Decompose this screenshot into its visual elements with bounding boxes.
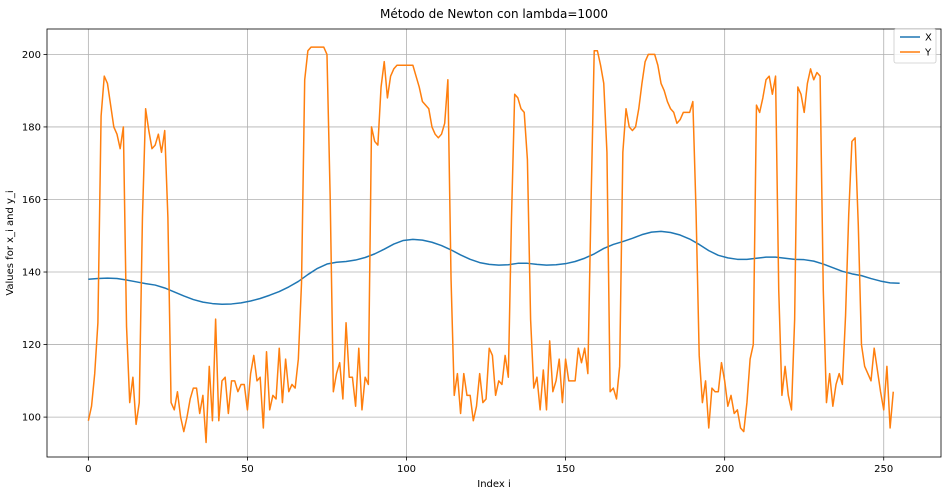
legend: X Y bbox=[893, 28, 937, 64]
y-tick-label: 100 bbox=[22, 413, 41, 424]
x-tick-label: 0 bbox=[85, 464, 91, 475]
legend-label-x: X bbox=[925, 33, 932, 44]
x-tick-label: 50 bbox=[241, 464, 254, 475]
y-tick-label: 120 bbox=[22, 340, 41, 351]
x-tick-label: 100 bbox=[397, 464, 416, 475]
chart-title: Método de Newton con lambda=1000 bbox=[380, 7, 608, 21]
plot-frame bbox=[46, 28, 942, 458]
x-axis-label: Index i bbox=[477, 479, 511, 490]
grid-lines bbox=[47, 29, 941, 457]
legend-label-y: Y bbox=[924, 48, 932, 59]
x-tick-label: 200 bbox=[715, 464, 734, 475]
x-axis: 0 50 100 150 200 250 bbox=[85, 457, 893, 475]
y-tick-label: 200 bbox=[22, 50, 41, 61]
series-layer bbox=[87, 46, 900, 444]
y-tick-label: 180 bbox=[22, 122, 41, 133]
x-tick-label: 150 bbox=[556, 464, 575, 475]
series-line-y bbox=[87, 46, 895, 444]
y-tick-label: 140 bbox=[22, 268, 41, 279]
series-line-x bbox=[88, 230, 900, 306]
y-axis-label: Values for x_i and y_i bbox=[5, 190, 16, 295]
x-tick-label: 250 bbox=[874, 464, 893, 475]
y-axis: 100 120 140 160 180 200 bbox=[22, 50, 47, 424]
y-tick-label: 160 bbox=[22, 195, 41, 206]
